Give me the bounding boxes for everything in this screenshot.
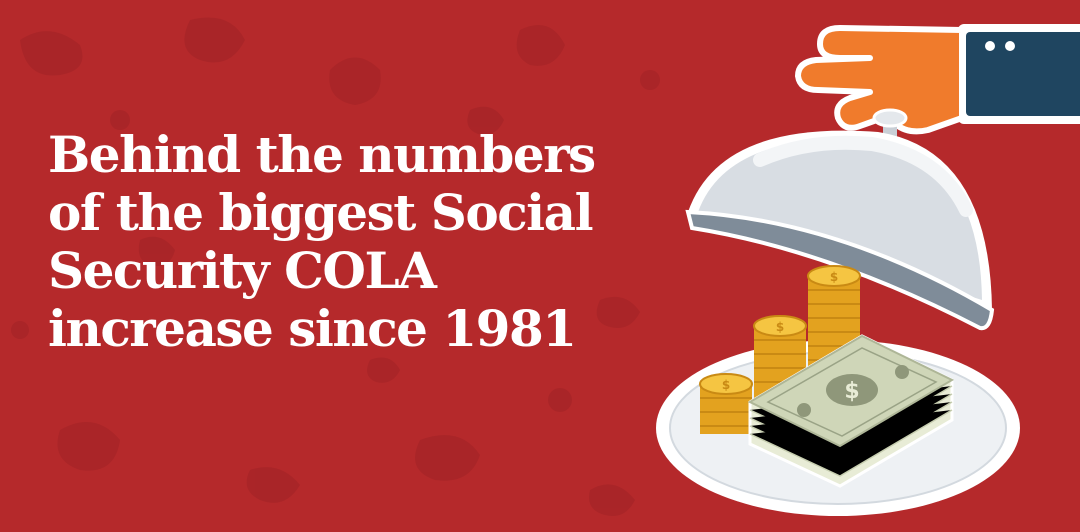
svg-text:$: $: [776, 320, 784, 334]
headline-line-2: of the biggest Social: [48, 183, 594, 242]
coin-stack-icon: $: [699, 373, 753, 434]
money-platter-illustration: $ $ $: [656, 24, 1080, 516]
headline-line-1: Behind the numbers: [48, 125, 596, 184]
dollar-sign-icon: $: [826, 374, 878, 406]
headline-line-3: Security COLA: [48, 241, 437, 300]
svg-text:$: $: [722, 378, 730, 392]
sleeve-icon: [958, 24, 1080, 124]
headline: Behind the numbers of the biggest Social…: [48, 126, 688, 358]
hand-icon: [795, 25, 965, 135]
cloche-knob-icon: [872, 108, 908, 140]
svg-text:$: $: [830, 270, 838, 284]
headline-line-4: increase since 1981: [48, 299, 577, 358]
cloche-icon: [685, 130, 995, 331]
cash-bundle-icon: $: [747, 334, 955, 488]
svg-text:$: $: [844, 379, 859, 404]
